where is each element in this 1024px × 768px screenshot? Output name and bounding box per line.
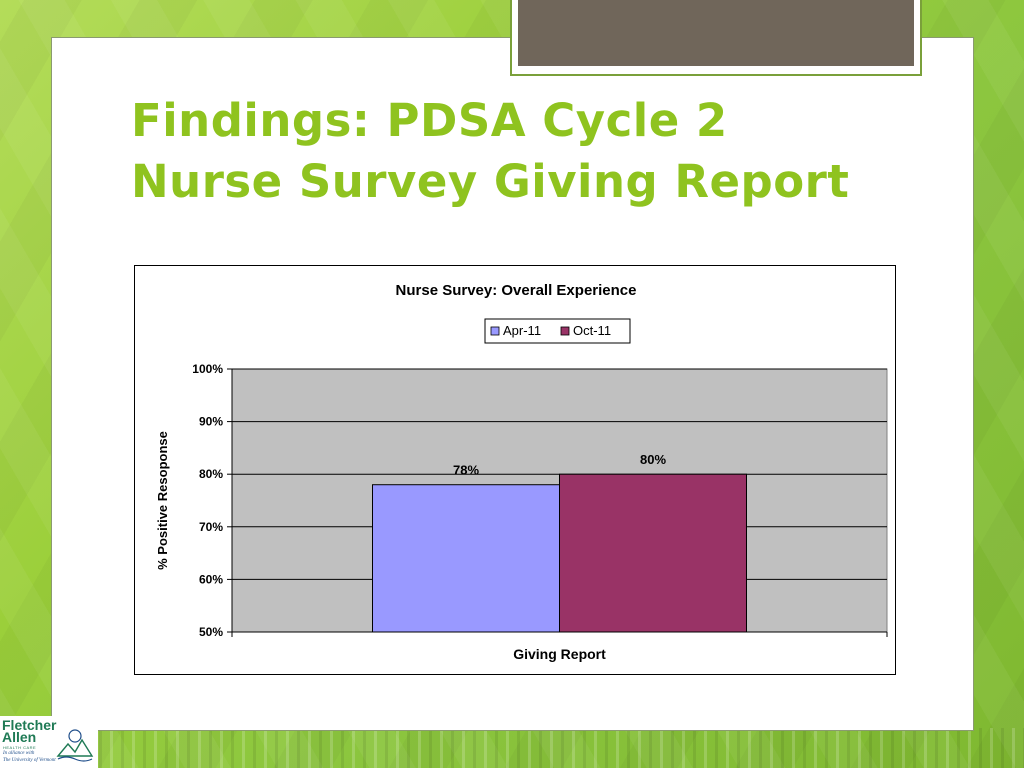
bar-apr-11 bbox=[372, 484, 560, 633]
logo-mark-icon bbox=[56, 729, 94, 762]
x-axis-label: Giving Report bbox=[513, 646, 606, 662]
data-label-oct-11: 80% bbox=[640, 452, 666, 467]
logo-text-university: The University of Vermont bbox=[3, 758, 56, 763]
legend-swatch-apr-11 bbox=[490, 326, 500, 336]
legend-label-oct-11: Oct-11 bbox=[573, 323, 611, 338]
fletcher-allen-logo: Fletcher Allen HEALTH CARE In alliance w… bbox=[0, 716, 98, 768]
slide-title-line-2: Nurse Survey Giving Report bbox=[131, 155, 850, 208]
y-tick-label-50: 50% bbox=[199, 625, 223, 639]
bar-chart: Nurse Survey: Overall Experience Apr-11 Oc… bbox=[155, 282, 888, 662]
y-tick-label-90: 90% bbox=[199, 415, 223, 429]
chart-title: Nurse Survey: Overall Experience bbox=[396, 282, 637, 299]
logo-text-allen: Allen bbox=[2, 729, 37, 745]
header-tab-fill bbox=[518, 0, 914, 66]
y-tick-label-80: 80% bbox=[199, 467, 223, 481]
background-stripes bbox=[0, 728, 1024, 768]
logo-text-alliance: In alliance with bbox=[3, 751, 35, 756]
y-tick-label-100: 100% bbox=[192, 362, 223, 376]
chart-container: Nurse Survey: Overall Experience Apr-11 Oc… bbox=[134, 265, 896, 675]
y-tick-label-60: 60% bbox=[199, 572, 223, 586]
y-tick-label-70: 70% bbox=[199, 520, 223, 534]
y-axis-label: % Positive Resoponse bbox=[155, 431, 170, 570]
logo-text-fletcher: Fletcher bbox=[2, 717, 57, 733]
bar-oct-11 bbox=[559, 473, 747, 633]
logo-text-health-care: HEALTH CARE bbox=[3, 745, 37, 750]
header-tab bbox=[510, 0, 922, 76]
chart-legend bbox=[484, 318, 631, 344]
slide-title: Findings: PDSA Cycle 2 Nurse Survey Givi… bbox=[131, 90, 951, 212]
legend-swatch-oct-11 bbox=[560, 326, 570, 336]
legend-label-apr-11: Apr-11 bbox=[503, 323, 541, 338]
slide-title-line-1: Findings: PDSA Cycle 2 bbox=[131, 94, 728, 147]
data-label-apr-11: 78% bbox=[453, 463, 479, 478]
